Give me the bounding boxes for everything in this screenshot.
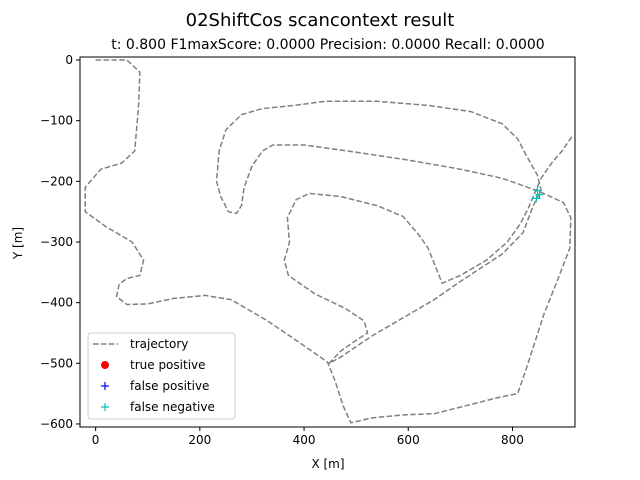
y-tick-label--100: −100 [40,114,73,128]
legend-label-trajectory: trajectory [130,337,188,351]
x-tick-label-400: 400 [293,433,316,447]
false-negative-marker-0 [533,186,542,195]
x-tick-label-200: 200 [188,433,211,447]
y-tick-label--500: −500 [40,356,73,370]
y-tick-label--200: −200 [40,174,73,188]
y-tick-label--300: −300 [40,235,73,249]
legend-label-false-positive: false positive [130,379,209,393]
x-tick-label-800: 800 [501,433,524,447]
trajectory-line [84,59,574,424]
y-tick-label-0: 0 [65,53,73,67]
chart-subtitle: t: 0.800 F1maxScore: 0.0000 Precision: 0… [111,37,544,53]
legend-marker-false-positive [101,382,109,390]
legend-box [87,332,236,420]
legend-marker-false-negative [101,403,109,411]
y-axis-label: Y [m] [11,227,25,260]
chart-title: 02ShiftCos scancontext result [186,10,455,31]
false-negative-marker-2 [532,194,541,203]
legend-label-true-positive: true positive [130,358,206,372]
y-tick-label--600: −600 [40,417,73,431]
y-tick-label--400: −400 [40,296,73,310]
x-tick-label-600: 600 [397,433,420,447]
legend-marker-true-positive [101,361,109,369]
axes: 0 200 400 600 800 0 −100 −200 −300 −400 −500 −600 [40,53,576,447]
legend: trajectory true positive false positive fal… [87,332,236,420]
x-axis-label: X [m] [311,457,344,471]
x-tick-label-0: 0 [92,433,100,447]
legend-label-false-negative: false negative [130,400,215,414]
